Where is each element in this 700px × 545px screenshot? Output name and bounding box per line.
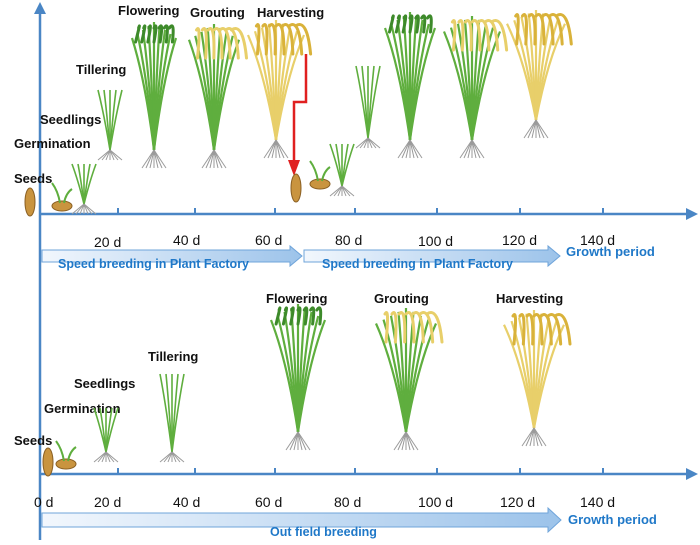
top-tick-label: 100 d <box>418 233 453 249</box>
bottom-tick-label: 120 d <box>500 494 535 510</box>
replanted-seed-icon <box>290 173 302 203</box>
second-cycle-flowering-rice-plant-icon <box>383 12 437 159</box>
top-tick-label: 60 d <box>255 232 282 248</box>
bottom-grouting-rice-plant-icon <box>374 308 444 451</box>
top-stage-label-germination: Germination <box>14 136 91 151</box>
top-tick-label: 20 d <box>94 234 121 250</box>
bottom-harvesting-rice-plant-icon <box>503 310 572 447</box>
top-band-1: Speed breeding in Plant Factory <box>41 244 303 271</box>
bottom-tick-label: 140 d <box>580 494 615 510</box>
bottom-stage-label-grouting: Grouting <box>374 291 429 306</box>
germinating-seed-icon <box>51 182 73 212</box>
vertical-axis-arrowhead <box>34 2 46 14</box>
top-axis-ticks <box>117 208 604 214</box>
bottom-tick-label: 40 d <box>173 494 200 510</box>
second-cycle-seedling-icon <box>329 143 355 197</box>
bottom-stage-label-seeds: Seeds <box>14 433 52 448</box>
top-stage-label-harvesting: Harvesting <box>257 5 324 20</box>
top-tick-label: 120 d <box>502 232 537 248</box>
bottom-axis-ticks <box>117 468 604 474</box>
top-stage-label-seedlings: Seedlings <box>40 112 101 127</box>
bottom-tick-label: 60 d <box>255 494 282 510</box>
bottom-stage-label-tillering: Tillering <box>148 349 198 364</box>
bottom-tillering-icon <box>159 373 185 463</box>
top-band-2-label: Speed breeding in Plant Factory <box>322 257 513 271</box>
top-stage-label-tillering: Tillering <box>76 62 126 77</box>
top-tick-label: 40 d <box>173 232 200 248</box>
bottom-stage-label-germination: Germination <box>44 401 121 416</box>
harvesting-rice-plant-icon <box>246 20 313 159</box>
top-tick-label: 80 d <box>335 232 362 248</box>
grouting-rice-plant-icon <box>187 24 248 169</box>
second-cycle-grouting-rice-plant-icon <box>442 16 509 159</box>
tillering-seedling-icon <box>97 89 123 161</box>
bottom-seedling-icon <box>93 407 119 463</box>
replanted-germinating-seed-icon <box>309 160 331 190</box>
bottom-tick-label: 0 d <box>34 494 53 510</box>
bottom-seed-icon <box>42 447 54 477</box>
top-stage-label-flowering: Flowering <box>118 3 179 18</box>
bottom-tick-label: 80 d <box>334 494 361 510</box>
top-stage-label-seeds: Seeds <box>14 171 52 186</box>
seed-icon <box>24 187 36 217</box>
top-band-2: Speed breeding in Plant Factory <box>303 244 561 271</box>
top-stage-label-grouting: Grouting <box>190 5 245 20</box>
top-axis-arrowhead <box>686 208 698 220</box>
bottom-band: Out field breeding <box>41 506 562 539</box>
bottom-band-label: Out field breeding <box>270 525 377 539</box>
bottom-tick-label: 20 d <box>94 494 121 510</box>
bottom-tick-label: 100 d <box>418 494 453 510</box>
red-cycle-arrow <box>288 54 308 176</box>
bottom-flowering-rice-plant-icon <box>269 304 327 451</box>
top-band-1-label: Speed breeding in Plant Factory <box>58 257 249 271</box>
bottom-growth-period-label: Growth period <box>568 512 657 527</box>
second-cycle-tillering-icon <box>355 65 381 149</box>
bottom-stage-label-harvesting: Harvesting <box>496 291 563 306</box>
bottom-axis-arrowhead <box>686 468 698 480</box>
bottom-stage-label-flowering: Flowering <box>266 291 327 306</box>
bottom-stage-label-seedlings: Seedlings <box>74 376 135 391</box>
bottom-germinating-seed-icon <box>55 440 77 470</box>
seedling-icon <box>71 163 97 215</box>
top-growth-period-label: Growth period <box>566 244 655 259</box>
top-tick-label: 140 d <box>580 232 615 248</box>
second-cycle-harvesting-rice-plant-icon <box>506 10 573 139</box>
flowering-rice-plant-icon <box>130 22 178 169</box>
